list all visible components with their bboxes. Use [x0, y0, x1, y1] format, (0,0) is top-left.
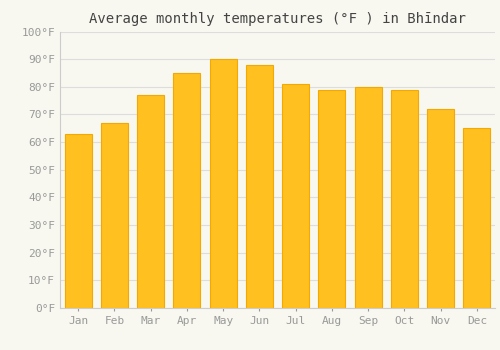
Bar [64, 134, 92, 308]
Bar [464, 128, 490, 308]
Title: Average monthly temperatures (°F ) in Bhīndar: Average monthly temperatures (°F ) in Bh… [89, 12, 466, 26]
Bar [318, 90, 345, 308]
Bar [391, 90, 418, 308]
Bar [354, 87, 382, 308]
Bar [282, 84, 309, 308]
Bar [174, 73, 201, 308]
Bar [246, 65, 273, 308]
Bar [101, 123, 128, 308]
Bar [137, 95, 164, 308]
Bar [210, 59, 236, 308]
Bar [427, 109, 454, 308]
